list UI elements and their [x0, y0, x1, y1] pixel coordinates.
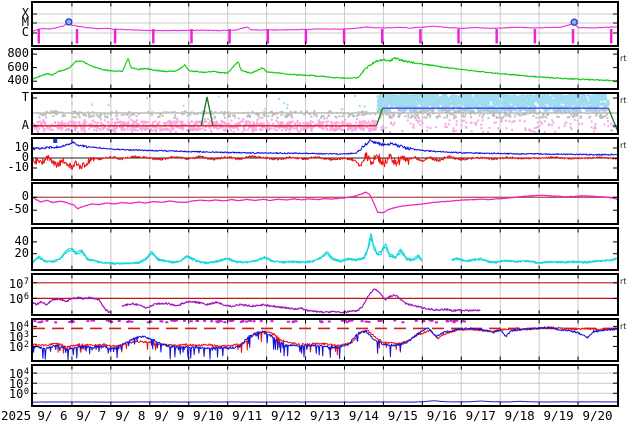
x-tick-label: 9/10 — [193, 408, 224, 423]
geomagnetic-activity-plot — [33, 94, 617, 133]
x-tick-label: 9/12 — [271, 408, 302, 423]
imf-bt-bz-panel — [31, 137, 619, 181]
goes-xray-flux-plot — [33, 3, 617, 45]
y-tick-label: 104 — [8, 367, 29, 382]
event-marker-icon — [53, 139, 58, 143]
imf-bt-bz-plot — [33, 139, 617, 179]
proton-density-panel — [31, 227, 619, 271]
dst-index-panel — [31, 182, 619, 225]
y-tick-label: -10 — [7, 160, 29, 174]
goes-xray-flux-panel — [31, 1, 619, 47]
y-tick-label: 20 — [14, 245, 29, 260]
solar-wind-speed-plot — [33, 50, 617, 88]
x-tick-label: 9/17 — [465, 408, 496, 423]
y-tick-label: M — [21, 14, 29, 29]
ground-background-panel — [31, 364, 619, 407]
y-tick-label: 800 — [7, 46, 29, 61]
event-marker-icon — [570, 18, 578, 26]
y-tick-label: 0 — [21, 189, 29, 204]
realtime-flag-label: rt — [620, 277, 627, 286]
x-tick-label: 9/16 — [426, 408, 457, 423]
y-tick-label: -50 — [7, 202, 29, 217]
proton-density-plot — [33, 229, 617, 269]
y-tick-label: 104 — [8, 320, 29, 335]
solar-wind-speed-panel — [31, 48, 619, 90]
y-tick-label: C — [21, 24, 29, 39]
y-tick-label: 100 — [8, 387, 29, 402]
proton-flux-plot — [33, 320, 617, 360]
x-tick-label: 9/ 6 — [37, 408, 68, 423]
x-tick-label: 9/18 — [504, 408, 535, 423]
electron-flux-plot — [33, 275, 617, 314]
realtime-flag-label: rt — [620, 96, 627, 105]
y-tick-label: 40 — [14, 233, 29, 248]
geomagnetic-activity-panel — [31, 92, 619, 135]
y-tick-label: 102 — [8, 377, 29, 392]
proton-flux-panel — [31, 318, 619, 362]
y-tick-label: 0 — [21, 150, 29, 164]
x-tick-label: 9/19 — [543, 408, 574, 423]
event-marker-icon — [65, 18, 73, 26]
x-axis-year-label: 2025 — [1, 408, 32, 423]
x-tick-label: 9/11 — [232, 408, 263, 423]
realtime-flag-label: rt — [620, 322, 627, 331]
y-tick-label: T — [21, 90, 29, 105]
x-tick-label: 9/ 8 — [115, 408, 146, 423]
ground-background-plot — [33, 366, 617, 405]
x-tick-label: 9/20 — [582, 408, 613, 423]
y-tick-label: 103 — [8, 330, 29, 345]
y-tick-label: A — [21, 117, 29, 132]
x-tick-label: 9/14 — [348, 408, 379, 423]
x-tick-label: 9/ 9 — [154, 408, 185, 423]
x-tick-label: 9/15 — [387, 408, 418, 423]
y-tick-label: 102 — [8, 340, 29, 355]
y-tick-label: X — [21, 6, 29, 20]
y-tick-label: 10 — [14, 140, 29, 154]
electron-flux-panel — [31, 273, 619, 316]
x-tick-label: 9/ 7 — [76, 408, 107, 423]
y-tick-label: 400 — [7, 73, 29, 88]
dst-index-plot — [33, 184, 617, 223]
y-tick-label: 107 — [8, 276, 29, 291]
x-tick-label: 9/13 — [309, 408, 341, 423]
y-tick-label: 600 — [7, 59, 29, 74]
y-tick-label: 106 — [8, 292, 29, 307]
realtime-flag-label: rt — [620, 141, 627, 150]
realtime-flag-label: rt — [620, 54, 627, 63]
